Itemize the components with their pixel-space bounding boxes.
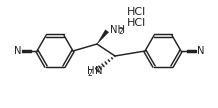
Polygon shape — [97, 30, 109, 44]
Text: HCl: HCl — [126, 7, 146, 17]
Text: HCl: HCl — [126, 18, 146, 28]
Text: NH: NH — [109, 25, 124, 35]
Text: N: N — [95, 67, 102, 76]
Text: 2: 2 — [87, 68, 92, 78]
Text: H: H — [87, 67, 94, 76]
Text: N: N — [196, 46, 204, 56]
Text: N: N — [14, 46, 22, 56]
Text: 2: 2 — [119, 27, 123, 36]
